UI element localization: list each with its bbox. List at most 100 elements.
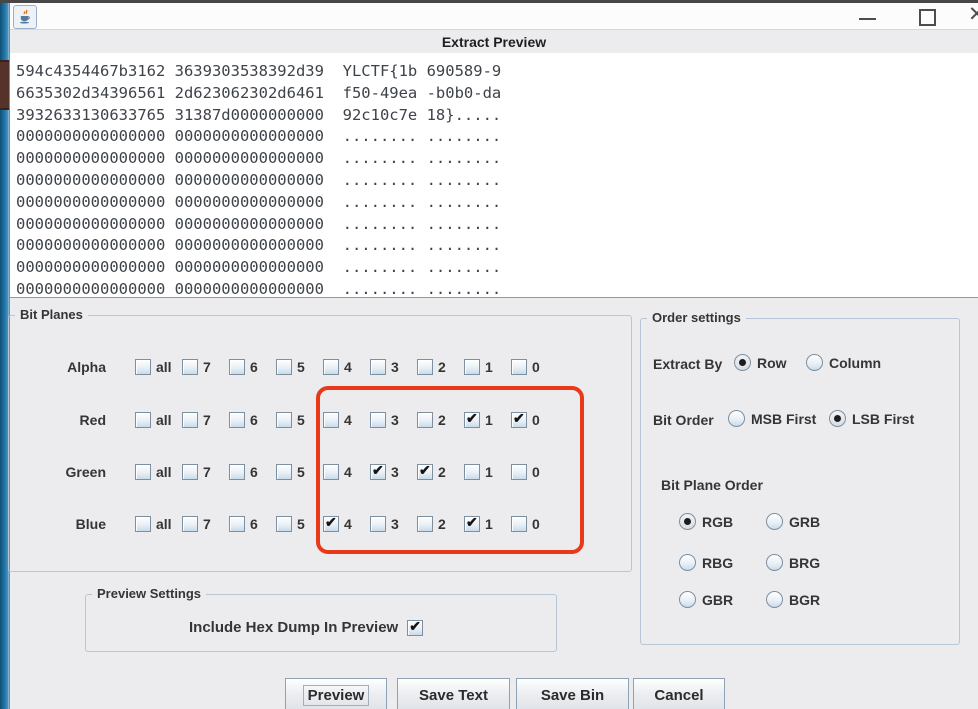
bitplane-checkbox-red-6[interactable] (229, 411, 245, 428)
bitplane-checkbox-red-4[interactable] (323, 411, 339, 428)
bitplane-cell: 7 (182, 358, 229, 375)
bitplane-checkbox-green-0[interactable] (511, 463, 527, 480)
bit-order-lsb-option[interactable]: LSB First (829, 410, 914, 427)
bitplane-checkbox-blue-all[interactable] (135, 515, 151, 532)
save-bin-button-label: Save Bin (540, 686, 605, 704)
extract-by-column-option[interactable]: Column (806, 354, 881, 371)
bitplane-checkbox-green-6[interactable] (229, 463, 245, 480)
bit-label: 3 (391, 515, 399, 532)
hex-preview-area[interactable]: 594c4354467b3162 3639303538392d39 YLCTF{… (10, 53, 978, 298)
bitplane-cell: 3 (370, 411, 417, 428)
bitplane-checkbox-red-all[interactable] (135, 411, 151, 428)
bit-label: 4 (344, 515, 352, 532)
bit-plane-order-gbr-option[interactable]: GBR (679, 591, 733, 608)
msb-first-radio[interactable] (728, 410, 745, 427)
channel-label-blue: Blue (75, 515, 106, 532)
bgr-radio[interactable] (766, 591, 783, 608)
bitplane-checkbox-red-7[interactable] (182, 411, 198, 428)
bitplane-checkbox-blue-2[interactable] (417, 515, 433, 532)
bitplane-cell: 4 (323, 358, 370, 375)
include-hex-dump-checkbox[interactable] (407, 618, 424, 636)
bitplane-row-green: Green all 7 6 5 4 3 2 1 0 (11, 462, 558, 480)
bitplane-cell: 5 (276, 463, 323, 480)
bitplane-checkbox-alpha-6[interactable] (229, 358, 245, 375)
bitplane-checkbox-red-2[interactable] (417, 411, 433, 428)
column-radio[interactable] (806, 354, 823, 371)
rgb-radio[interactable] (679, 513, 696, 530)
bitplane-cell: all (135, 358, 182, 375)
bitplane-checkbox-green-all[interactable] (135, 463, 151, 480)
bitplane-cell: 0 (511, 463, 558, 480)
bit-label: 5 (297, 515, 305, 532)
dialog-title: Extract Preview (441, 33, 547, 50)
preview-settings-group: Preview Settings Include Hex Dump In Pre… (85, 586, 557, 652)
bitplane-checkbox-alpha-1[interactable] (464, 358, 480, 375)
bit-label: 6 (250, 358, 258, 375)
bit-plane-order-bgr-option[interactable]: BGR (766, 591, 820, 608)
gbr-radio[interactable] (679, 591, 696, 608)
bitplane-checkbox-alpha-3[interactable] (370, 358, 386, 375)
rbg-radio[interactable] (679, 554, 696, 571)
preview-button[interactable]: Preview (285, 678, 387, 709)
bitplane-checkbox-blue-6[interactable] (229, 515, 245, 532)
bitplane-cell: 7 (182, 515, 229, 532)
desktop-background-edge (0, 3, 10, 709)
bitplane-checkbox-blue-0[interactable] (511, 515, 527, 532)
bitplane-checkbox-red-1[interactable] (464, 410, 480, 428)
bit-label: 4 (344, 411, 352, 428)
bitplane-cell: 4 (323, 463, 370, 480)
bitplane-checkbox-green-7[interactable] (182, 463, 198, 480)
bitplane-checkbox-blue-4[interactable] (323, 514, 339, 532)
lsb-first-radio[interactable] (829, 410, 846, 427)
bit-order-msb-option[interactable]: MSB First (728, 410, 816, 427)
grb-radio[interactable] (766, 513, 783, 530)
bitplane-checkbox-alpha-2[interactable] (417, 358, 433, 375)
save-text-button[interactable]: Save Text (397, 678, 510, 709)
bitplane-cell: 4 (323, 514, 370, 532)
bitplane-checkbox-alpha-7[interactable] (182, 358, 198, 375)
bit-label: all (156, 411, 172, 428)
window-top-border (0, 0, 978, 3)
bitplane-checkbox-red-3[interactable] (370, 411, 386, 428)
bitplane-checkbox-green-4[interactable] (323, 463, 339, 480)
bitplane-cell: all (135, 463, 182, 480)
cancel-button[interactable]: Cancel (633, 678, 725, 709)
bitplane-checkbox-blue-3[interactable] (370, 515, 386, 532)
bitplane-cell: 7 (182, 411, 229, 428)
extract-by-row-option[interactable]: Row (734, 354, 787, 371)
bit-plane-order-brg-option[interactable]: BRG (766, 554, 820, 571)
bitplane-cell: 2 (417, 515, 464, 532)
row-radio[interactable] (734, 354, 751, 371)
bit-label: 3 (391, 463, 399, 480)
maximize-icon[interactable] (919, 9, 936, 26)
bitplane-checkbox-green-2[interactable] (417, 462, 433, 480)
brg-radio[interactable] (766, 554, 783, 571)
bitplane-checkbox-green-5[interactable] (276, 463, 292, 480)
minimize-icon[interactable] (859, 18, 876, 20)
bitplane-checkbox-alpha-0[interactable] (511, 358, 527, 375)
bit-plane-order-rbg-option[interactable]: RBG (679, 554, 733, 571)
bit-label: 2 (438, 463, 446, 480)
bitplane-checkbox-alpha-4[interactable] (323, 358, 339, 375)
background-artifact (0, 60, 9, 110)
bitplane-checkbox-green-1[interactable] (464, 463, 480, 480)
bitplane-checkbox-blue-1[interactable] (464, 514, 480, 532)
bit-plane-order-grb-option[interactable]: GRB (766, 513, 820, 530)
window-title-bar: ✕ (10, 3, 978, 29)
bitplane-checkbox-red-0[interactable] (511, 410, 527, 428)
bitplane-cell: 6 (229, 411, 276, 428)
bitplane-checkbox-alpha-5[interactable] (276, 358, 292, 375)
bitplane-row-red: Red all 7 6 5 4 3 2 1 0 (11, 410, 558, 428)
save-bin-button[interactable]: Save Bin (516, 678, 629, 709)
rgb-radio-label: RGB (702, 513, 734, 530)
bitplane-checkbox-blue-5[interactable] (276, 515, 292, 532)
close-icon[interactable]: ✕ (968, 3, 978, 26)
bitplane-checkbox-red-5[interactable] (276, 411, 292, 428)
preview-settings-group-title: Preview Settings (92, 586, 207, 601)
bitplane-checkbox-green-3[interactable] (370, 462, 386, 480)
bitplane-checkbox-blue-7[interactable] (182, 515, 198, 532)
bitplane-cell: 1 (464, 358, 511, 375)
bit-plane-order-rgb-option[interactable]: RGB (679, 513, 733, 530)
bitplane-checkbox-alpha-all[interactable] (135, 358, 151, 375)
row-radio-label: Row (757, 354, 787, 371)
